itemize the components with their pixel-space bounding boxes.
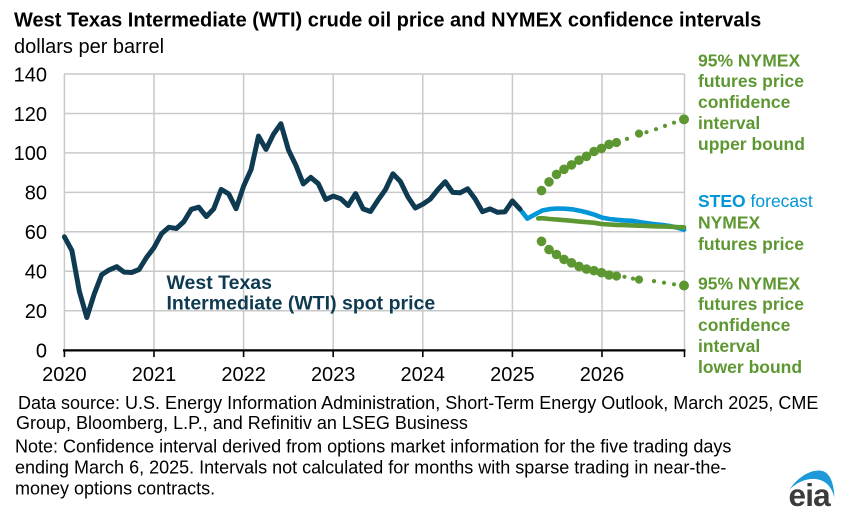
svg-text:interval: interval — [698, 113, 760, 133]
svg-text:STEO forecast: STEO forecast — [698, 191, 813, 211]
svg-text:100: 100 — [14, 143, 47, 165]
svg-text:40: 40 — [25, 262, 47, 284]
svg-text:80: 80 — [25, 183, 47, 205]
svg-text:Group, Bloomberg, L.P., and Re: Group, Bloomberg, L.P., and Refinitiv an… — [16, 413, 468, 433]
svg-text:Intermediate (WTI) spot price: Intermediate (WTI) spot price — [167, 293, 436, 315]
svg-text:20: 20 — [25, 301, 47, 323]
svg-text:futures price: futures price — [698, 234, 804, 254]
svg-text:60: 60 — [25, 222, 47, 244]
svg-text:dollars per barrel: dollars per barrel — [14, 36, 164, 58]
svg-text:2024: 2024 — [401, 364, 446, 386]
svg-text:0: 0 — [36, 341, 47, 363]
svg-text:lower bound: lower bound — [698, 357, 802, 377]
svg-text:ending March 6, 2025. Interval: ending March 6, 2025. Intervals not calc… — [15, 458, 726, 478]
svg-text:2026: 2026 — [580, 364, 625, 386]
svg-text:futures price: futures price — [698, 294, 804, 314]
svg-text:West Texas Intermediate (WTI): West Texas Intermediate (WTI) crude oil … — [14, 10, 761, 32]
svg-text:2021: 2021 — [132, 364, 177, 386]
svg-text:140: 140 — [14, 64, 47, 86]
svg-text:futures price: futures price — [698, 71, 804, 91]
svg-text:2022: 2022 — [221, 364, 266, 386]
svg-text:2020: 2020 — [42, 364, 87, 386]
svg-text:120: 120 — [14, 104, 47, 126]
svg-text:95% NYMEX: 95% NYMEX — [698, 50, 800, 70]
svg-text:2023: 2023 — [311, 364, 356, 386]
svg-text:Note: Confidence interval deri: Note: Confidence interval derived from o… — [15, 437, 731, 457]
svg-text:95% NYMEX: 95% NYMEX — [698, 273, 800, 293]
svg-text:upper bound: upper bound — [698, 134, 805, 154]
svg-text:interval: interval — [698, 336, 760, 356]
svg-text:Data source: U.S. Energy Infor: Data source: U.S. Energy Information Adm… — [18, 393, 818, 413]
svg-text:confidence: confidence — [698, 315, 791, 335]
svg-text:West Texas: West Texas — [167, 272, 273, 294]
svg-text:2025: 2025 — [490, 364, 535, 386]
svg-text:confidence: confidence — [698, 92, 791, 112]
svg-text:eia: eia — [789, 477, 832, 513]
svg-text:NYMEX: NYMEX — [698, 213, 761, 233]
svg-text:money options contracts.: money options contracts. — [15, 479, 215, 499]
